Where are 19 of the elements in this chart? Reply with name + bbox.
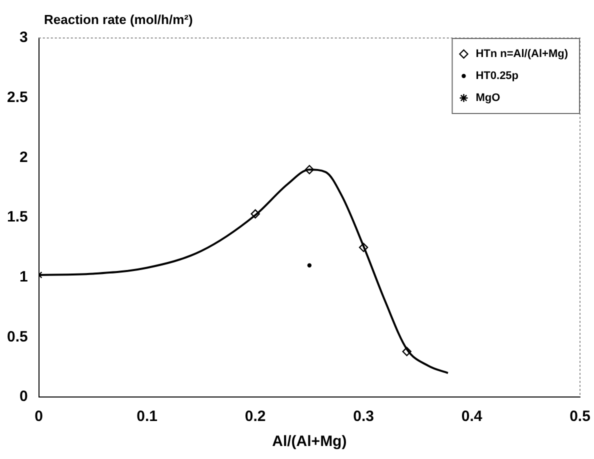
y-tick-label: 3 bbox=[20, 29, 28, 46]
legend-label: HTn n=Al/(Al+Mg) bbox=[476, 48, 568, 60]
y-axis-title: Reaction rate (mol/h/m²) bbox=[44, 12, 193, 27]
y-tick-label: 2 bbox=[20, 148, 28, 166]
y-tick-label: 0.5 bbox=[6, 328, 28, 346]
x-tick-label: 0 bbox=[34, 408, 44, 426]
legend-label: HT0.25p bbox=[476, 70, 519, 82]
x-tick-label: 0.1 bbox=[136, 408, 158, 426]
legend-label: MgO bbox=[476, 92, 501, 104]
y-tick-label: 0 bbox=[20, 388, 28, 406]
x-axis-title: Al/(Al+Mg) bbox=[272, 433, 347, 450]
y-tick-label: 1 bbox=[20, 268, 28, 286]
x-tick-label: 0.2 bbox=[244, 408, 266, 426]
x-tick-label: 0.5 bbox=[570, 408, 590, 426]
y-tick-label: 1.5 bbox=[6, 208, 28, 226]
x-tick-label: 0.4 bbox=[461, 408, 483, 426]
x-tick-label: 0.3 bbox=[353, 408, 374, 426]
point bbox=[307, 263, 312, 268]
y-tick-label: 2.5 bbox=[6, 88, 28, 106]
